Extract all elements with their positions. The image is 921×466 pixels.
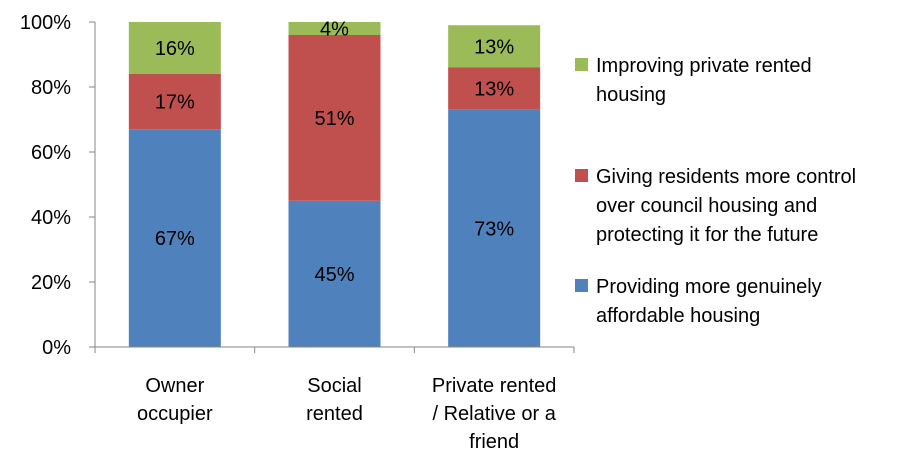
axes: Owner occupier Social rented Private rented /…: [20, 12, 575, 453]
y-tick-label-0: 0%: [42, 337, 71, 359]
legend-swatch-1: [575, 169, 588, 182]
legend-swatch-0: [575, 58, 588, 71]
data-labels: 67% 17% 16% 45% 51% 4% 73% 13% 13%: [155, 19, 515, 286]
legend-label-1: Giving residents more control over counci…: [596, 166, 856, 246]
bar-segment-1-2: [288, 22, 381, 35]
y-tick-label-3: 60%: [31, 142, 71, 164]
bars-layer: [128, 22, 541, 347]
data-label-1-0: 45%: [314, 264, 354, 286]
category-label-0: Owner occupier: [137, 375, 213, 425]
data-label-1-1: 51%: [314, 108, 354, 130]
legend-item-1: Giving residents more control over counci…: [575, 166, 856, 246]
data-label-2-2: 13%: [474, 36, 514, 58]
category-label-2: Private rented / Relative or a friend: [432, 375, 557, 453]
legend-item-0: Improving private rented housing: [575, 55, 812, 106]
legend-item-2: Providing more genuinely affordable housi…: [575, 276, 822, 327]
bar-segment-2-0: [448, 109, 541, 347]
data-label-2-0: 73%: [474, 218, 514, 240]
legend-label-0: Improving private rented housing: [596, 55, 812, 106]
y-tick-label-2: 40%: [31, 207, 71, 229]
data-label-0-2: 16%: [155, 38, 195, 60]
y-tick-label-1: 20%: [31, 272, 71, 294]
bar-segment-2-1: [448, 67, 541, 110]
data-label-2-1: 13%: [474, 79, 514, 101]
bar-segment-0-0: [128, 129, 221, 347]
data-label-0-1: 17%: [155, 92, 195, 114]
legend-label-2: Providing more genuinely affordable housi…: [596, 276, 822, 327]
y-tick-label-5: 100%: [20, 12, 71, 34]
data-label-0-0: 67%: [155, 228, 195, 250]
bar-segment-0-1: [128, 74, 221, 130]
bar-segment-2-2: [448, 25, 541, 68]
bar-segment-1-1: [288, 35, 381, 201]
data-label-1-2: 4%: [320, 19, 349, 41]
bar-segment-1-0: [288, 200, 381, 347]
y-tick-label-4: 80%: [31, 77, 71, 99]
category-label-1: Social rented: [306, 375, 363, 425]
bar-segment-0-2: [128, 22, 221, 74]
legend: Improving private rented housing Giving re…: [575, 55, 856, 327]
legend-swatch-2: [575, 279, 588, 292]
